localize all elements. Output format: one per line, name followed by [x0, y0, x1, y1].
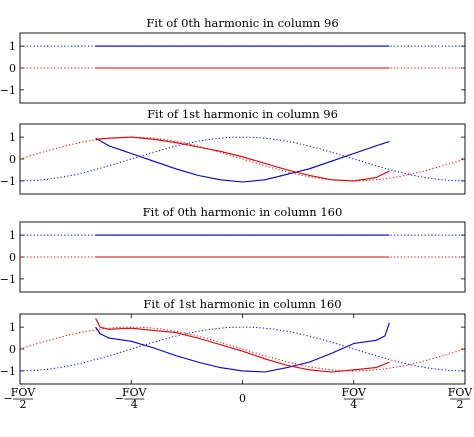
xtick-label-num: FOV — [448, 386, 473, 399]
xtick-label-den: 4 — [350, 398, 357, 411]
series-line-2 — [95, 322, 390, 373]
series-line-4 — [95, 318, 390, 373]
xtick-label-den: 2 — [457, 398, 464, 411]
ytick-label: 1 — [9, 131, 16, 144]
ytick-label: 0 — [9, 62, 16, 75]
xtick-label-den: 4 — [131, 398, 138, 411]
xtick-label-num: FOV — [11, 386, 36, 399]
series-line-3 — [19, 326, 466, 372]
ytick-label: 1 — [9, 229, 16, 242]
plot-frame-2 — [19, 123, 466, 195]
chart-title-2: Fit of 1st harmonic in column 96 — [147, 107, 338, 121]
ytick-label: 0 — [9, 153, 16, 166]
series-line-4 — [95, 136, 390, 182]
xtick-label-sign: − — [3, 392, 12, 405]
chart-title-4: Fit of 1st harmonic in column 160 — [143, 297, 341, 311]
plot-frame-4 — [19, 313, 466, 385]
ytick-label: −1 — [0, 175, 16, 188]
series-line-3 — [19, 136, 466, 182]
series-line-2 — [95, 137, 390, 183]
xtick-label-sign: − — [115, 392, 124, 405]
series-line-1 — [19, 136, 466, 182]
xtick-label-den: 2 — [20, 398, 27, 411]
ytick-label: 1 — [9, 40, 16, 53]
chart-title-3: Fit of 0th harmonic in column 160 — [143, 205, 343, 219]
chart-title-1: Fit of 0th harmonic in column 96 — [146, 16, 338, 30]
series-line-1 — [19, 326, 466, 372]
ytick-label: 0 — [9, 251, 16, 264]
ytick-label: 0 — [9, 343, 16, 356]
ytick-label: −1 — [0, 273, 16, 286]
ytick-label: −1 — [0, 365, 16, 378]
ytick-label: −1 — [0, 84, 16, 97]
ytick-label: 1 — [9, 321, 16, 334]
xtick-label: 0 — [239, 392, 246, 405]
xtick-label-num: FOV — [122, 386, 147, 399]
xtick-label-num: FOV — [342, 386, 367, 399]
